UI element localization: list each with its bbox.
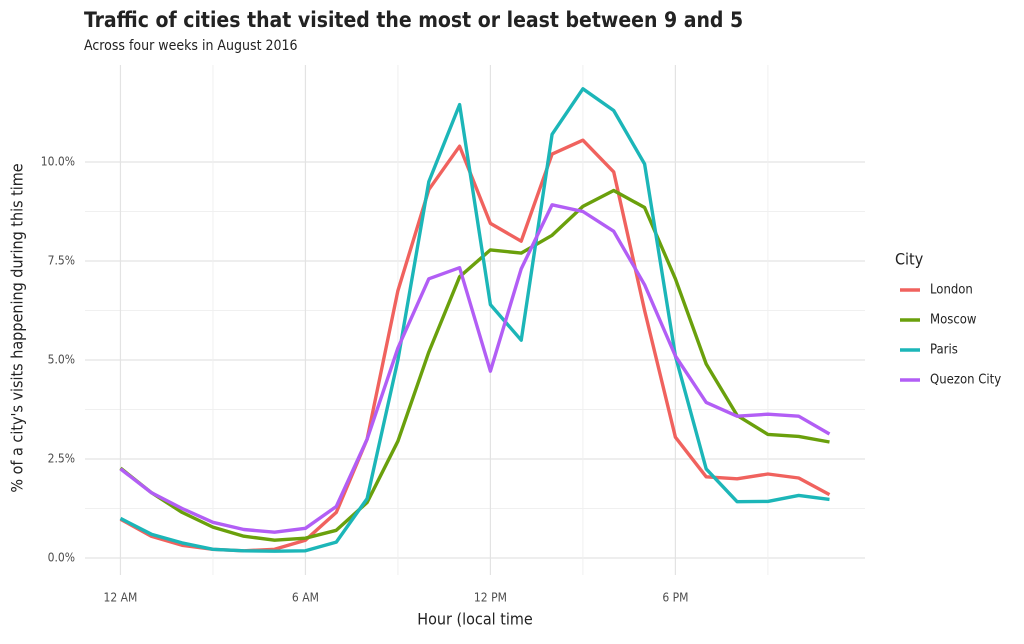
data-line bbox=[119, 87, 830, 553]
legend-label: London bbox=[930, 283, 973, 298]
chart-title: Traffic of cities that visited the most … bbox=[84, 8, 743, 32]
chart-subtitle: Across four weeks in August 2016 bbox=[84, 38, 298, 54]
y-tick-label: 7.5% bbox=[48, 254, 75, 268]
y-tick-label: 2.5% bbox=[48, 451, 75, 465]
y-axis-title: % of a city's visits happening during th… bbox=[8, 163, 27, 492]
data-line bbox=[119, 188, 830, 542]
y-tick-label: 10.0% bbox=[41, 155, 75, 169]
legend-title: City bbox=[895, 250, 924, 269]
grid: 0.0% 2.5% 5.0% 7.5% 10.0% 12 AM 6 AM 12 PM 6 PM bbox=[41, 65, 865, 605]
legend-label: Paris bbox=[930, 343, 958, 358]
x-axis-title: Hour (local time bbox=[417, 610, 533, 629]
plot-lines bbox=[119, 87, 831, 553]
legend-label: Quezon City bbox=[930, 373, 1001, 388]
y-tick-label: 0.0% bbox=[48, 550, 75, 564]
x-tick-label: 12 AM bbox=[104, 591, 138, 605]
y-tick-label: 5.0% bbox=[48, 352, 75, 366]
x-tick-label: 6 AM bbox=[292, 591, 319, 605]
legend: London Moscow Paris Quezon City bbox=[900, 283, 1001, 388]
x-tick-label: 6 PM bbox=[662, 591, 688, 605]
data-line bbox=[119, 203, 831, 534]
legend-label: Moscow bbox=[930, 313, 977, 328]
x-tick-label: 12 PM bbox=[474, 591, 507, 605]
